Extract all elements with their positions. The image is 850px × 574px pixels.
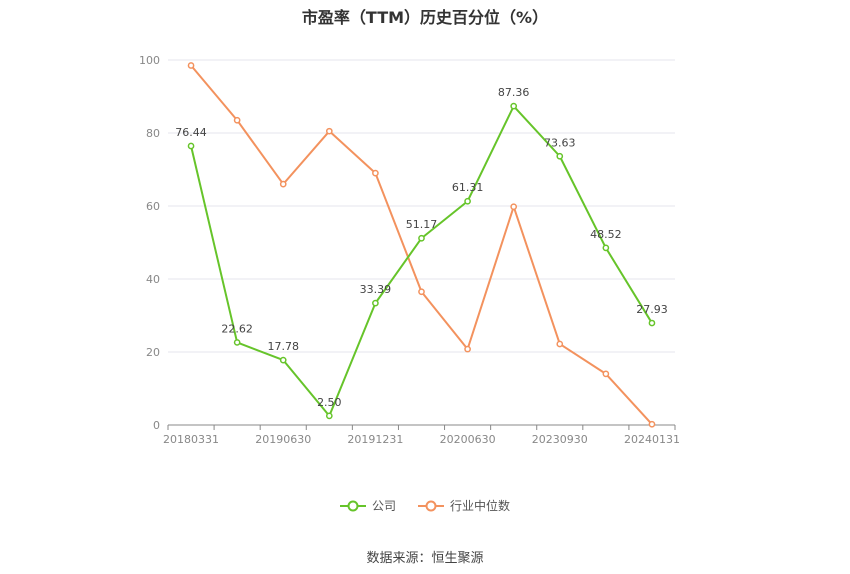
- data-label-company: 73.63: [544, 136, 576, 149]
- data-point-industry: [418, 288, 425, 296]
- legend-item-company[interactable]: 公司: [339, 497, 396, 514]
- data-point-company: [187, 142, 195, 150]
- data-point-company: [464, 197, 471, 205]
- data-label-company: 27.93: [636, 303, 668, 316]
- x-tick-label: 20240131: [624, 433, 680, 446]
- y-tick-label: 60: [146, 200, 160, 213]
- data-point-company: [233, 339, 241, 346]
- y-tick-label: 20: [146, 346, 160, 359]
- data-label-company: 2.50: [317, 396, 342, 409]
- legend: 公司 行业中位数: [0, 497, 850, 514]
- data-label-company: 51.17: [406, 218, 438, 231]
- legend-label-industry: 行业中位数: [450, 499, 511, 513]
- data-point-company: [602, 244, 610, 252]
- data-label-company: 33.39: [360, 283, 392, 296]
- legend-item-industry[interactable]: 行业中位数: [418, 497, 510, 514]
- data-label-company: 76.44: [175, 126, 207, 139]
- data-label-company: 17.78: [267, 340, 299, 353]
- data-point-industry: [187, 62, 195, 69]
- data-point-industry: [279, 180, 287, 188]
- x-tick-label: 20230930: [532, 433, 588, 446]
- chart-title: 市盈率（TTM）历史百分位（%）: [301, 8, 549, 27]
- data-point-industry: [602, 370, 610, 378]
- data-label-company: 61.31: [452, 181, 484, 194]
- data-point-company: [510, 102, 518, 110]
- data-point-company: [418, 234, 425, 242]
- series-line-industry: [190, 64, 653, 425]
- x-tick-label: 20200630: [440, 433, 496, 446]
- legend-industry-marker-icon: [418, 500, 444, 511]
- data-point-industry: [648, 420, 656, 428]
- x-tick-label: 20190630: [255, 433, 311, 446]
- data-point-company: [648, 319, 656, 327]
- data-point-industry: [233, 116, 241, 124]
- data-point-industry: [556, 340, 564, 348]
- data-point-company: [325, 412, 333, 420]
- legend-company-marker-icon: [339, 500, 366, 511]
- data-point-company: [372, 299, 379, 307]
- data-point-industry: [464, 345, 471, 353]
- x-tick-label: 20191231: [347, 433, 403, 446]
- data-point-industry: [510, 203, 518, 211]
- data-point-company: [279, 356, 287, 364]
- data-label-company: 22.62: [221, 322, 253, 335]
- data-label-company: 87.36: [498, 86, 530, 99]
- y-tick-label: 100: [139, 54, 160, 67]
- data-point-company: [556, 152, 564, 160]
- legend-label-company: 公司: [371, 499, 396, 513]
- data-source: 数据来源：恒生聚源: [366, 551, 484, 566]
- y-tick-label: 0: [153, 419, 160, 432]
- y-tick-label: 80: [146, 127, 160, 140]
- y-tick-label: 40: [146, 273, 160, 286]
- x-tick-label: 20180331: [163, 433, 219, 446]
- data-point-industry: [325, 127, 333, 135]
- data-point-industry: [372, 169, 379, 177]
- data-label-company: 48.52: [590, 228, 622, 241]
